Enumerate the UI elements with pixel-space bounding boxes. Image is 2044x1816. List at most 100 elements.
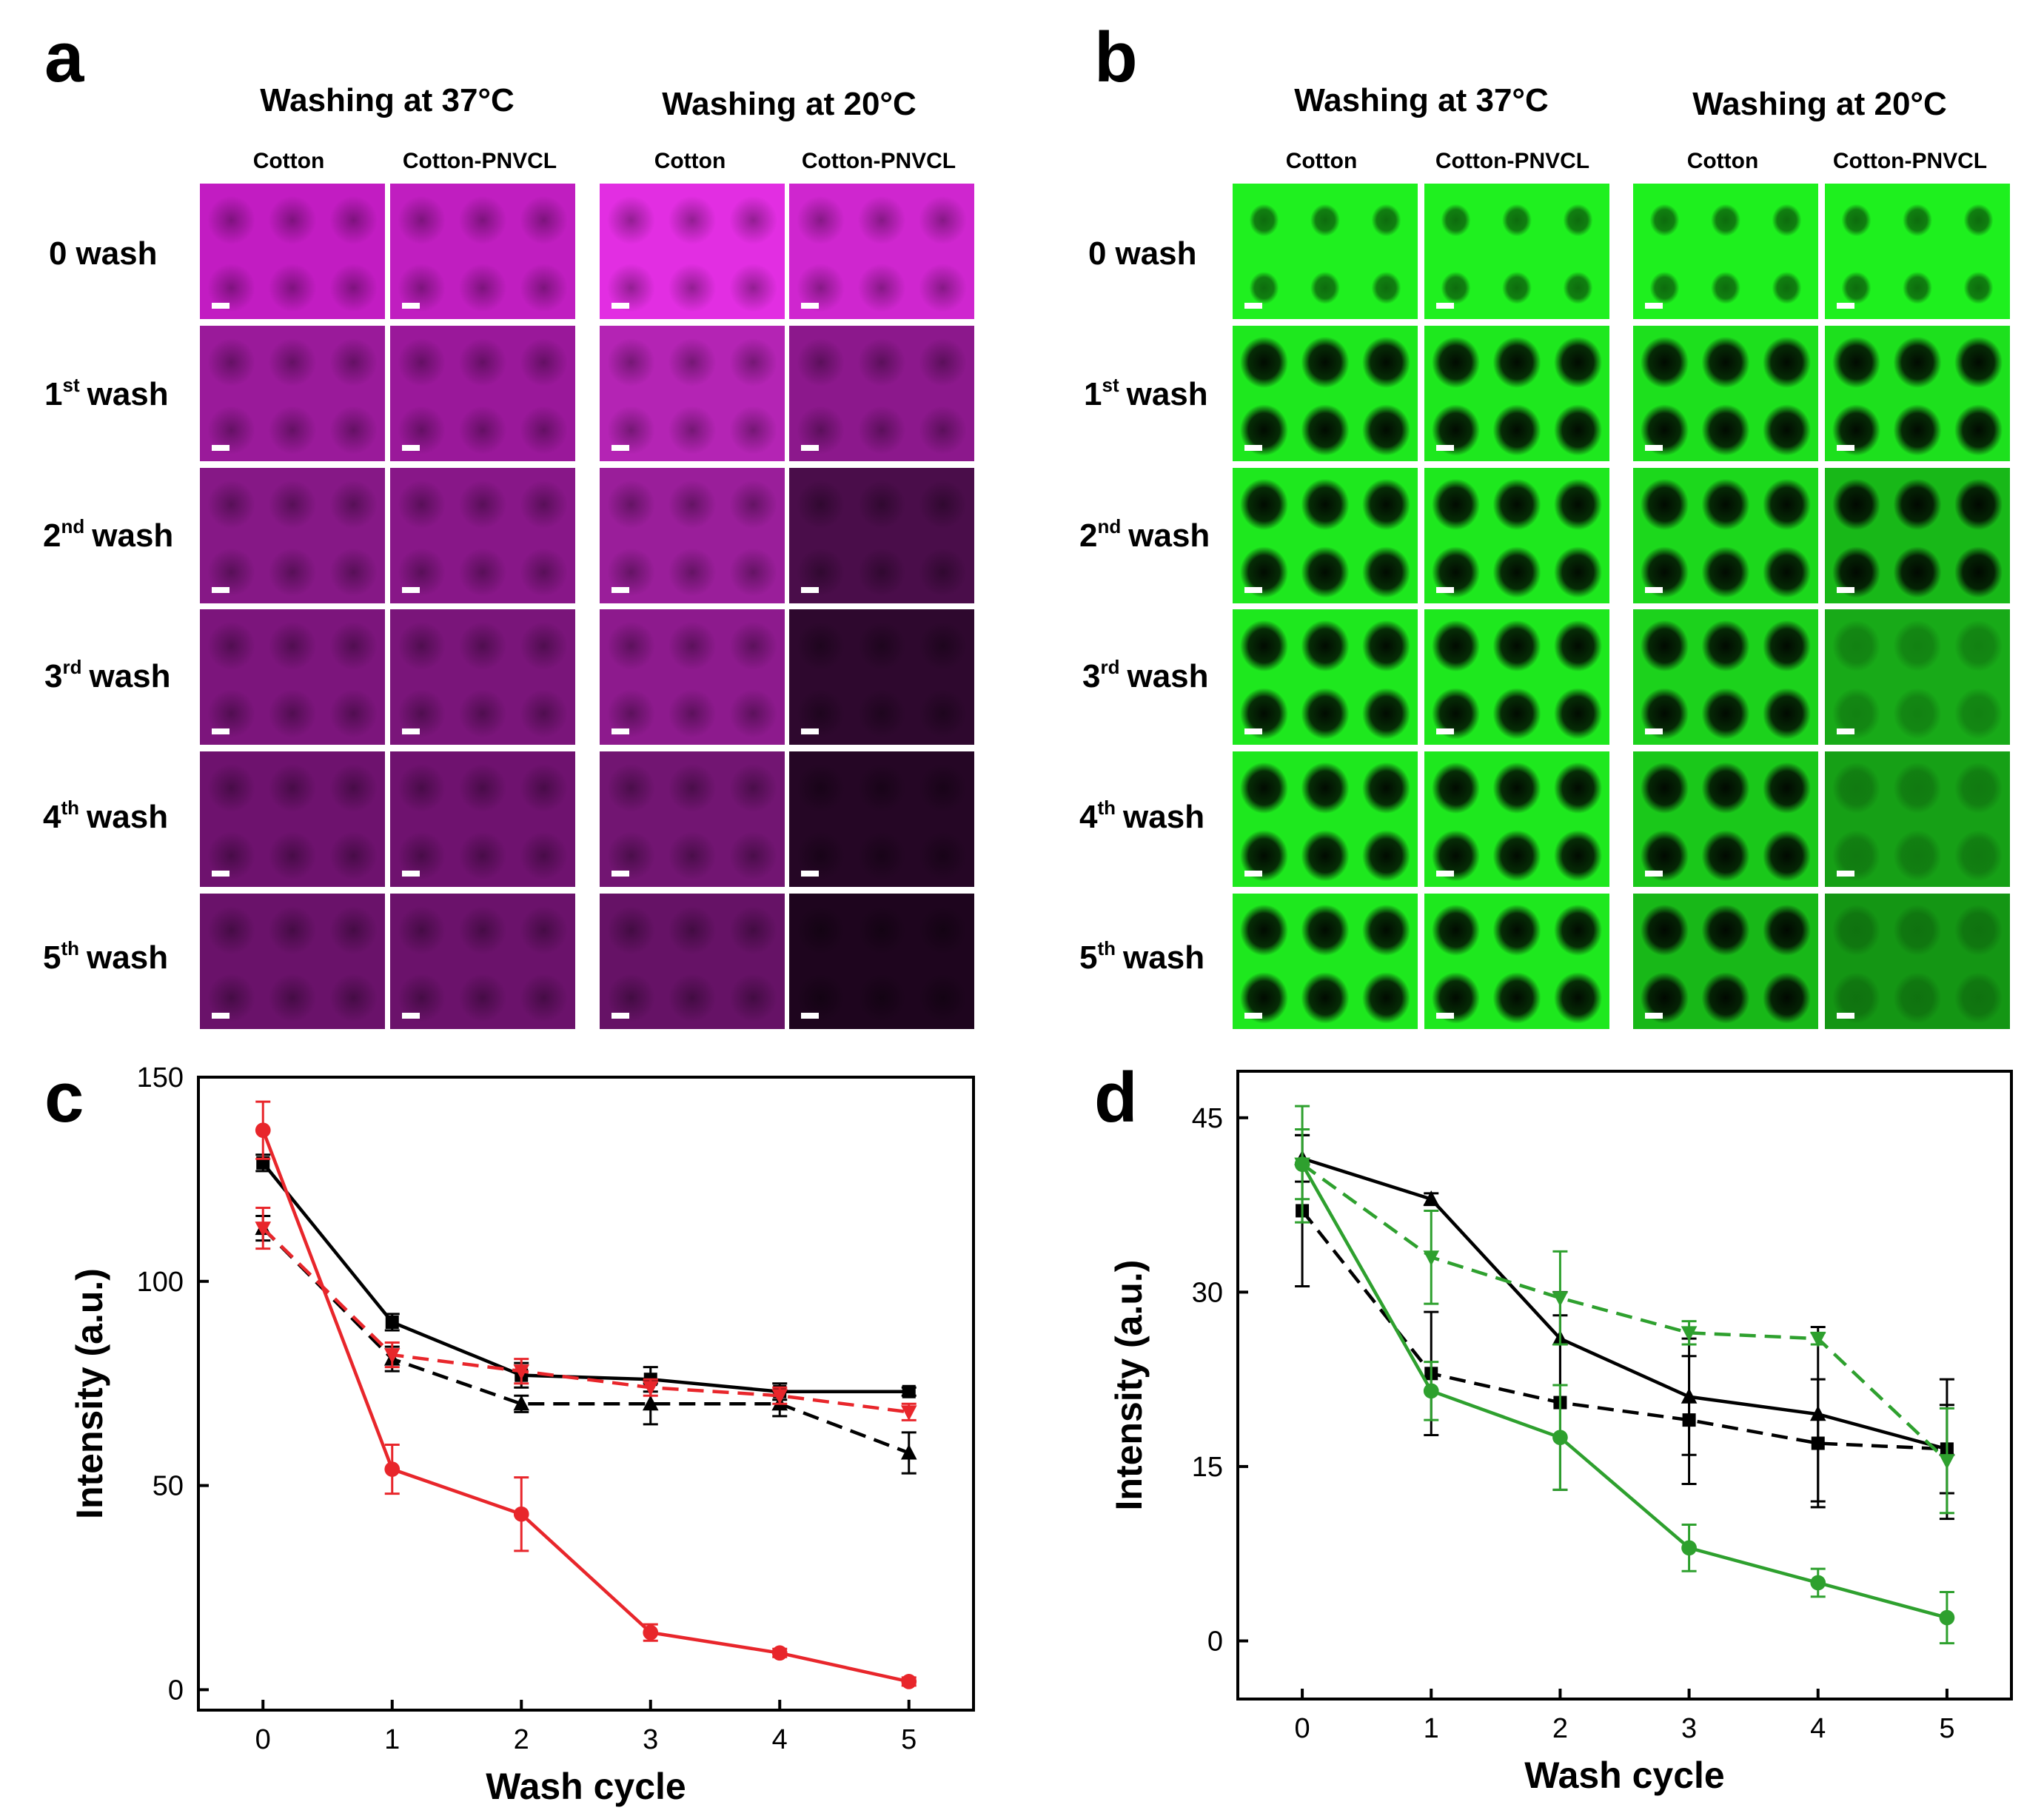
yarn-blot [857,621,906,671]
yarn-blot [207,763,255,813]
scale-bar [801,1013,819,1019]
yarn-blot [1701,904,1750,956]
yarn-blot [1954,336,2003,389]
yarn-blot [329,263,378,312]
yarn-blot [797,763,845,813]
yarn-blot [797,338,845,387]
yarn-blot [1832,478,1880,531]
yarn-blot [329,763,378,813]
yarn-blot [668,973,717,1022]
yarn-blot [1554,688,1602,740]
scale-bar [1645,728,1663,734]
a-tile-r0-c2 [600,184,785,319]
yarn-blot [268,688,317,738]
a-tile-r2-c1 [390,468,575,603]
yarn-blot [607,831,655,880]
yarn-blot [797,688,845,738]
yarn-blot [1441,204,1471,237]
y-tick-label: 45 [1192,1103,1223,1134]
x-axis-label: Wash cycle [1524,1755,1725,1796]
yarn-blot [268,763,317,813]
yarn-blot [207,621,255,671]
x-tick-label: 3 [643,1724,658,1755]
panel-a-row-label-5: 5th wash [43,937,168,976]
data-point [255,1122,271,1139]
a-tile-r0-c3 [789,184,974,319]
yarn-blot [1301,478,1350,531]
yarn-blot [797,905,845,955]
yarn-blot [1903,204,1932,237]
x-tick-label: 2 [1552,1713,1568,1744]
yarn-blot [1711,271,1740,304]
series-line [261,1162,909,1393]
scale-bar [801,587,819,593]
panel-letter-d: d [1094,1058,1138,1137]
scale-bar [1244,445,1262,451]
yarn-blot [458,195,507,245]
scale-bar [1837,303,1854,309]
data-point [255,1222,272,1237]
yarn-blot [520,547,568,597]
data-point [1423,1190,1440,1206]
yarn-blot [1492,830,1541,882]
yarn-blot [1502,271,1532,304]
yarn-blot [1554,404,1602,456]
yarn-blot [607,763,655,813]
yarn-blot [1240,830,1288,882]
yarn-blot [1701,688,1750,740]
yarn-blot [1301,762,1350,814]
y-axis-label: Intensity (a.u.) [1108,1260,1150,1511]
a-tile-r1-c3 [789,326,974,461]
yarn-blot [520,688,568,738]
panel-a-row-label-2: 2nd wash [43,515,173,554]
yarn-blot [729,831,777,880]
yarn-blot [1763,336,1811,389]
x-tick-label: 0 [1295,1713,1310,1744]
a-tile-r2-c3 [789,468,974,603]
yarn-blot [729,405,777,455]
yarn-blot [1432,478,1480,531]
scale-bar [402,1013,420,1019]
yarn-blot [1563,271,1593,304]
yarn-blot [668,831,717,880]
yarn-blot [1432,830,1480,882]
series-line [1301,1210,1948,1451]
yarn-blot [857,688,906,738]
yarn-blot [857,831,906,880]
yarn-blot [1554,546,1602,598]
yarn-blot [1701,620,1750,672]
b-tile-r0-c3 [1825,184,2010,319]
panel-b-row-label-0: 0 wash [1088,235,1197,272]
yarn-blot [207,547,255,597]
yarn-blot [1301,620,1350,672]
a-tile-r3-c0 [200,609,385,745]
yarn-blot [607,621,655,671]
yarn-blot [1362,972,1410,1024]
yarn-blot [797,195,845,245]
yarn-blot [729,195,777,245]
series-2 [255,1207,917,1421]
yarn-blot [398,688,446,738]
yarn-blot [1641,404,1689,456]
series-2 [1294,1105,1955,1515]
panel-letter-a: a [44,18,84,97]
yarn-blot [668,263,717,312]
yarn-blot [1832,546,1880,598]
yarn-blot [458,621,507,671]
yarn-blot [668,405,717,455]
yarn-blot [1301,688,1350,740]
scale-bar [402,587,420,593]
yarn-blot [329,547,378,597]
b-tile-r4-c2 [1633,751,1818,887]
a-tile-r5-c2 [600,894,785,1029]
yarn-blot [607,338,655,387]
data-point [383,1348,401,1364]
yarn-blot [607,263,655,312]
yarn-blot [1772,271,1802,304]
panel-b-group-title-37: Washing at 37°C [1294,82,1549,118]
yarn-blot [1432,404,1480,456]
yarn-blot [458,905,507,955]
b-tile-r2-c0 [1233,468,1418,603]
panel-a-col-label-2: Cotton-PNVCL [403,149,557,173]
